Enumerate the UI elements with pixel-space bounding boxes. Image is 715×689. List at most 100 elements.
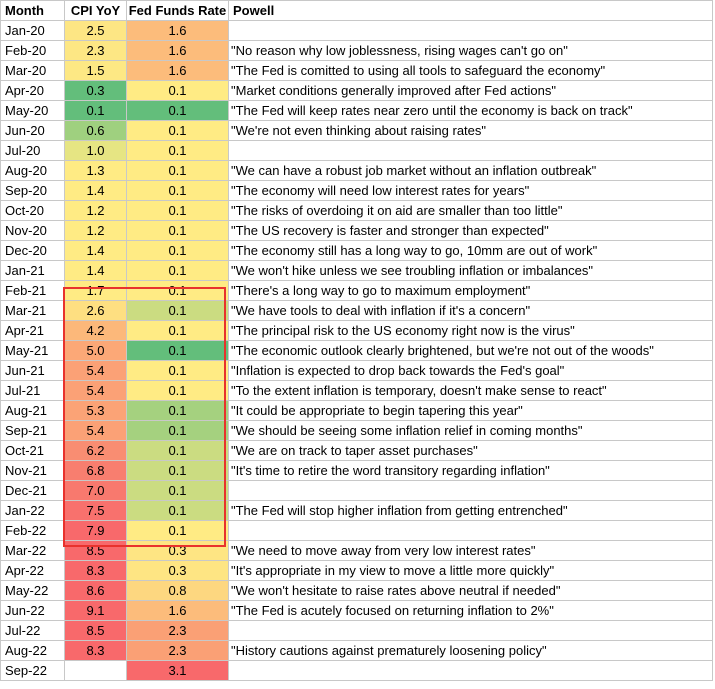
quote-cell[interactable]: "We can have a robust job market without… (228, 160, 713, 181)
month-cell[interactable]: Oct-20 (0, 200, 65, 221)
cpi-cell[interactable]: 8.6 (64, 580, 127, 601)
month-cell[interactable]: Aug-21 (0, 400, 65, 421)
month-cell[interactable]: Aug-22 (0, 640, 65, 661)
fed-rate-cell[interactable]: 0.1 (126, 100, 229, 121)
fed-rate-cell[interactable]: 1.6 (126, 60, 229, 81)
quote-cell[interactable] (228, 520, 713, 541)
cpi-cell[interactable]: 4.2 (64, 320, 127, 341)
quote-cell[interactable]: "The US recovery is faster and stronger … (228, 220, 713, 241)
fed-rate-cell[interactable]: 0.1 (126, 520, 229, 541)
month-cell[interactable]: Sep-20 (0, 180, 65, 201)
month-cell[interactable]: Nov-20 (0, 220, 65, 241)
fed-rate-cell[interactable]: 0.1 (126, 460, 229, 481)
quote-cell[interactable]: "The principal risk to the US economy ri… (228, 320, 713, 341)
cpi-cell[interactable]: 6.8 (64, 460, 127, 481)
month-cell[interactable]: Jul-20 (0, 140, 65, 161)
cpi-cell[interactable]: 0.6 (64, 120, 127, 141)
month-cell[interactable]: Jan-20 (0, 20, 65, 41)
fed-rate-cell[interactable]: 0.1 (126, 380, 229, 401)
quote-cell[interactable]: "We won't hike unless we see troubling i… (228, 260, 713, 281)
quote-cell[interactable]: "The risks of overdoing it on aid are sm… (228, 200, 713, 221)
cpi-cell[interactable]: 0.3 (64, 80, 127, 101)
cpi-cell[interactable]: 5.4 (64, 360, 127, 381)
fed-rate-cell[interactable]: 0.1 (126, 400, 229, 421)
quote-cell[interactable] (228, 480, 713, 501)
cpi-cell[interactable]: 1.4 (64, 240, 127, 261)
quote-cell[interactable] (228, 660, 713, 681)
fed-rate-cell[interactable]: 2.3 (126, 640, 229, 661)
quote-cell[interactable]: "It could be appropriate to begin taperi… (228, 400, 713, 421)
cpi-cell[interactable]: 6.2 (64, 440, 127, 461)
cpi-cell[interactable]: 9.1 (64, 600, 127, 621)
fed-rate-cell[interactable]: 0.3 (126, 560, 229, 581)
month-cell[interactable]: Nov-21 (0, 460, 65, 481)
cpi-cell[interactable]: 8.5 (64, 540, 127, 561)
quote-cell[interactable]: "History cautions against prematurely lo… (228, 640, 713, 661)
fed-rate-cell[interactable]: 2.3 (126, 620, 229, 641)
month-cell[interactable]: Dec-20 (0, 240, 65, 261)
fed-rate-cell[interactable]: 0.1 (126, 260, 229, 281)
fed-rate-cell[interactable]: 0.1 (126, 140, 229, 161)
fed-rate-cell[interactable]: 0.1 (126, 240, 229, 261)
cpi-cell[interactable]: 7.0 (64, 480, 127, 501)
fed-rate-cell[interactable]: 1.6 (126, 20, 229, 41)
quote-cell[interactable]: "The economy will need low interest rate… (228, 180, 713, 201)
quote-cell[interactable] (228, 140, 713, 161)
fed-rate-cell[interactable]: 0.3 (126, 540, 229, 561)
cpi-cell[interactable]: 7.5 (64, 500, 127, 521)
fed-rate-cell[interactable]: 0.1 (126, 500, 229, 521)
cpi-cell[interactable]: 5.4 (64, 420, 127, 441)
quote-cell[interactable]: "To the extent inflation is temporary, d… (228, 380, 713, 401)
cpi-cell[interactable]: 2.5 (64, 20, 127, 41)
month-cell[interactable]: Aug-20 (0, 160, 65, 181)
cpi-cell[interactable]: 8.3 (64, 640, 127, 661)
month-cell[interactable]: Sep-21 (0, 420, 65, 441)
month-cell[interactable]: Mar-21 (0, 300, 65, 321)
month-cell[interactable]: Apr-21 (0, 320, 65, 341)
fed-rate-cell[interactable]: 0.1 (126, 320, 229, 341)
cpi-cell[interactable]: 2.6 (64, 300, 127, 321)
month-cell[interactable]: Mar-22 (0, 540, 65, 561)
month-cell[interactable]: Jan-22 (0, 500, 65, 521)
quote-cell[interactable]: "We won't hesitate to raise rates above … (228, 580, 713, 601)
cpi-cell[interactable]: 1.3 (64, 160, 127, 181)
cpi-cell[interactable]: 1.0 (64, 140, 127, 161)
fed-rate-cell[interactable]: 0.1 (126, 340, 229, 361)
month-cell[interactable]: Jul-22 (0, 620, 65, 641)
month-cell[interactable]: Jun-20 (0, 120, 65, 141)
fed-rate-cell[interactable]: 0.1 (126, 280, 229, 301)
header-fed-funds-rate[interactable]: Fed Funds Rate (126, 0, 229, 21)
quote-cell[interactable] (228, 20, 713, 41)
month-cell[interactable]: Jun-22 (0, 600, 65, 621)
month-cell[interactable]: Feb-20 (0, 40, 65, 61)
quote-cell[interactable]: "We are on track to taper asset purchase… (228, 440, 713, 461)
quote-cell[interactable]: "The economic outlook clearly brightened… (228, 340, 713, 361)
quote-cell[interactable]: "We need to move away from very low inte… (228, 540, 713, 561)
quote-cell[interactable]: "We have tools to deal with inflation if… (228, 300, 713, 321)
quote-cell[interactable]: "The Fed will stop higher inflation from… (228, 500, 713, 521)
fed-rate-cell[interactable]: 0.1 (126, 220, 229, 241)
month-cell[interactable]: Dec-21 (0, 480, 65, 501)
month-cell[interactable]: Jul-21 (0, 380, 65, 401)
quote-cell[interactable]: "There's a long way to go to maximum emp… (228, 280, 713, 301)
fed-rate-cell[interactable]: 0.1 (126, 120, 229, 141)
quote-cell[interactable]: "The Fed will keep rates near zero until… (228, 100, 713, 121)
month-cell[interactable]: Apr-22 (0, 560, 65, 581)
month-cell[interactable]: Oct-21 (0, 440, 65, 461)
month-cell[interactable]: Sep-22 (0, 660, 65, 681)
cpi-cell[interactable]: 2.3 (64, 40, 127, 61)
fed-rate-cell[interactable]: 0.1 (126, 360, 229, 381)
cpi-cell[interactable]: 1.2 (64, 220, 127, 241)
quote-cell[interactable]: "The economy still has a long way to go,… (228, 240, 713, 261)
cpi-cell[interactable]: 7.9 (64, 520, 127, 541)
cpi-cell[interactable]: 8.5 (64, 620, 127, 641)
cpi-cell[interactable]: 1.2 (64, 200, 127, 221)
cpi-cell[interactable]: 8.3 (64, 560, 127, 581)
quote-cell[interactable]: "It's appropriate in my view to move a l… (228, 560, 713, 581)
cpi-cell[interactable]: 5.0 (64, 340, 127, 361)
month-cell[interactable]: May-22 (0, 580, 65, 601)
cpi-cell[interactable]: 5.3 (64, 400, 127, 421)
header-powell[interactable]: Powell (228, 0, 713, 21)
quote-cell[interactable]: "We should be seeing some inflation reli… (228, 420, 713, 441)
fed-rate-cell[interactable]: 0.1 (126, 180, 229, 201)
